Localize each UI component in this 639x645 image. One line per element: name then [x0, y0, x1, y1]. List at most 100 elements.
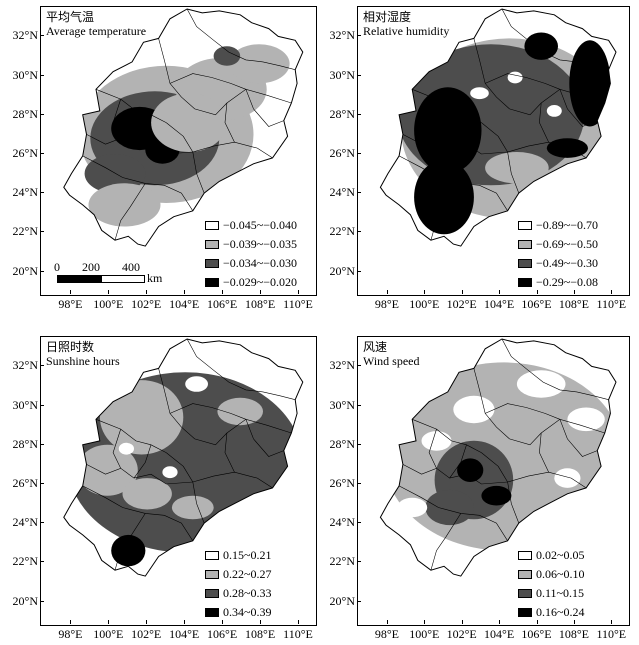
- y-tick-label: 30°N: [329, 67, 355, 82]
- legend-swatch-class3: [518, 259, 532, 268]
- value-patch-class1: [516, 370, 566, 398]
- y-tick: [40, 443, 44, 445]
- scale-label-0: 0: [54, 260, 60, 274]
- x-tick-label: 98°E: [58, 627, 83, 641]
- admin-boundary: [507, 471, 587, 489]
- x-tick: [70, 620, 72, 624]
- y-tick: [357, 192, 361, 194]
- y-tick-label: 22°N: [329, 224, 355, 239]
- value-patch-class1: [470, 87, 489, 100]
- y-tick: [40, 231, 44, 233]
- admin-boundary: [559, 419, 598, 457]
- y-tick-label: 26°N: [12, 146, 38, 160]
- y-tick: [357, 35, 361, 37]
- map-frame: [40, 6, 317, 296]
- x-tick-label: 106°E: [207, 627, 238, 641]
- x-tick: [424, 290, 426, 294]
- admin-boundary: [449, 444, 467, 479]
- map-canvas: [63, 8, 304, 247]
- x-tick-label: 100°E: [409, 297, 440, 311]
- y-tick: [40, 113, 44, 115]
- y-tick: [357, 561, 361, 563]
- x-tick: [260, 620, 262, 624]
- panel-title-cn: 日照时数: [46, 340, 95, 354]
- admin-boundary: [158, 368, 292, 446]
- value-patch-class2: [151, 93, 227, 152]
- y-tick-label: 24°N: [329, 515, 355, 530]
- x-tick: [386, 290, 388, 294]
- admin-boundary: [186, 339, 296, 400]
- legend-swatch-class1: [518, 551, 532, 560]
- admin-boundary: [224, 102, 235, 143]
- admin-boundary: [428, 99, 437, 139]
- y-tick-label: 24°N: [12, 185, 38, 200]
- panel-title-en: Wind speed: [363, 354, 420, 368]
- value-patch-class1: [185, 376, 209, 392]
- x-tick-label: 102°E: [131, 297, 162, 311]
- y-tick-label: 32°N: [12, 28, 38, 43]
- y-tick-label: 28°N: [12, 106, 38, 121]
- scale-bar: 0 200 400 km: [44, 260, 164, 285]
- x-tick: [499, 620, 501, 624]
- scale-label-200: 200: [82, 260, 100, 274]
- y-tick-label: 20°N: [12, 263, 38, 278]
- y-tick-label: 28°N: [329, 106, 355, 121]
- admin-boundary: [186, 9, 296, 70]
- value-patch-class4: [524, 32, 558, 60]
- y-tick: [357, 74, 361, 76]
- region-outline: [63, 8, 304, 247]
- value-patch-class4: [481, 485, 512, 506]
- x-tick: [70, 290, 72, 294]
- y-tick-label: 20°N: [329, 263, 355, 278]
- y-tick-label: 24°N: [329, 185, 355, 200]
- legend-swatch-class3: [518, 589, 532, 598]
- x-tick-label: 108°E: [558, 627, 589, 641]
- x-tick: [184, 290, 186, 294]
- value-patch-class2: [485, 152, 549, 184]
- x-tick: [222, 620, 224, 624]
- scale-segment-white: [101, 275, 145, 283]
- value-patch-class4: [414, 87, 482, 174]
- admin-boundary: [449, 114, 467, 149]
- panel-average-temperature: 平均气温 Average temperature −0.045~−0.040 −…: [13, 6, 317, 310]
- y-tick: [357, 231, 361, 233]
- y-tick: [40, 35, 44, 37]
- value-patch-class1: [255, 356, 271, 369]
- value-patch-class2: [77, 444, 138, 496]
- y-tick-label: 26°N: [12, 476, 38, 490]
- x-tick-label: 106°E: [521, 627, 552, 641]
- value-patch-class1: [118, 442, 134, 455]
- value-patch-class2: [88, 183, 161, 227]
- admin-boundary: [95, 89, 167, 123]
- y-tick: [357, 404, 361, 406]
- admin-boundary: [430, 513, 462, 571]
- panel-sunshine-hours: 日照时数 Sunshine hours 0.15~0.21 0.22~0.27 …: [13, 336, 317, 640]
- admin-boundary: [192, 471, 273, 489]
- x-tick-label: 108°E: [245, 627, 276, 641]
- admin-boundary: [559, 89, 598, 127]
- x-tick-label: 100°E: [93, 627, 124, 641]
- y-tick-label: 30°N: [12, 67, 38, 82]
- region-outline: [379, 338, 617, 577]
- x-tick: [424, 620, 426, 624]
- y-tick: [357, 483, 361, 484]
- value-patch-class1: [453, 395, 495, 424]
- map-frame: [357, 6, 630, 296]
- y-tick: [357, 153, 361, 154]
- scale-segment-black: [57, 275, 103, 283]
- x-tick: [611, 290, 613, 294]
- y-tick: [357, 522, 361, 524]
- panel-relative-humidity: 相对湿度 Relative humidity −0.89~−0.70 −0.69…: [330, 6, 630, 310]
- y-tick: [40, 270, 44, 272]
- value-patch-class4: [457, 458, 484, 482]
- x-tick: [298, 290, 299, 294]
- admin-boundary: [473, 38, 605, 116]
- value-patch-class1: [546, 105, 562, 117]
- y-tick: [357, 600, 361, 602]
- y-tick: [357, 365, 361, 367]
- value-patch-class1: [507, 71, 523, 84]
- legend-swatch-class2: [205, 570, 219, 579]
- x-tick: [573, 290, 575, 294]
- admin-boundary: [428, 429, 437, 469]
- legend-swatch-class3: [205, 259, 219, 268]
